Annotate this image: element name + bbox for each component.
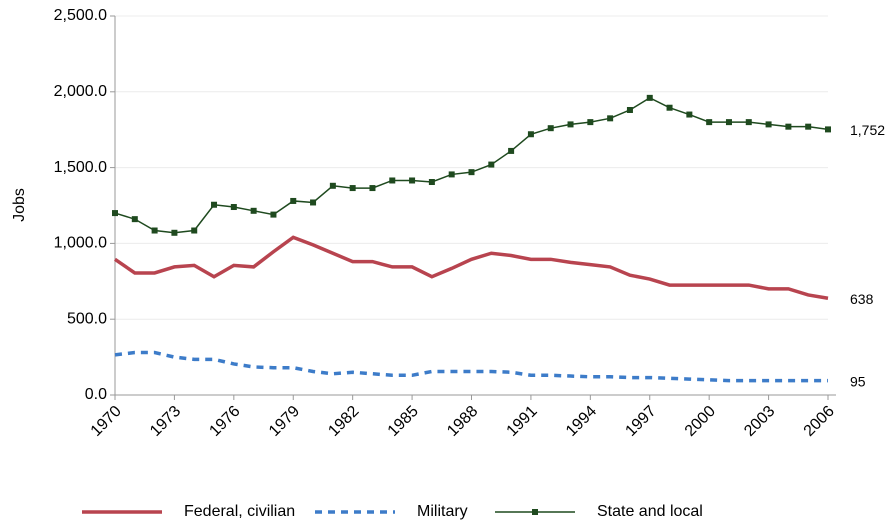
marker — [369, 185, 376, 192]
legend-marker — [532, 509, 538, 515]
marker — [428, 179, 435, 186]
y-tick-label: 0.0 — [85, 386, 107, 403]
marker — [626, 106, 633, 113]
y-tick-label: 500.0 — [67, 310, 107, 327]
y-axis-label: Jobs — [11, 188, 28, 222]
marker — [349, 185, 356, 192]
marker — [230, 204, 237, 211]
x-tick-label: 1988 — [444, 403, 481, 440]
end-label: 95 — [850, 373, 866, 389]
x-tick-label: 2003 — [741, 403, 778, 440]
y-tick-label: 1,500.0 — [54, 159, 107, 176]
x-tick-label: 2006 — [801, 403, 838, 440]
series-line — [114, 350, 828, 383]
marker — [706, 119, 713, 126]
marker — [151, 227, 158, 234]
y-tick-label: 2,500.0 — [54, 7, 107, 24]
marker — [389, 177, 396, 184]
x-tick-label: 1985 — [385, 403, 422, 440]
series-line — [114, 235, 829, 301]
marker — [745, 119, 752, 126]
marker — [825, 126, 831, 133]
x-tick-label: 1970 — [88, 403, 125, 440]
marker — [191, 227, 198, 234]
marker — [171, 229, 178, 236]
x-tick-label: 1994 — [563, 403, 600, 440]
x-tick-label: 1991 — [504, 403, 541, 440]
y-tick-label: 2,000.0 — [54, 83, 107, 100]
marker — [329, 182, 336, 189]
marker — [468, 169, 475, 176]
marker — [488, 161, 495, 168]
x-tick-label: 1979 — [266, 403, 303, 440]
x-tick-label: 1973 — [147, 403, 184, 440]
marker — [567, 121, 574, 128]
marker — [448, 171, 455, 178]
legend-label: State and local — [597, 503, 703, 520]
marker — [686, 111, 693, 118]
x-tick-label: 1997 — [622, 403, 659, 440]
end-label: 1,752 — [850, 122, 885, 138]
marker — [725, 119, 732, 126]
marker — [131, 216, 138, 223]
marker — [587, 119, 594, 126]
marker — [607, 115, 614, 122]
marker — [508, 147, 515, 154]
series-line — [114, 97, 829, 234]
marker — [310, 199, 317, 206]
marker — [646, 94, 653, 101]
legend-label: Military — [417, 503, 468, 520]
marker — [785, 123, 792, 130]
marker — [211, 201, 218, 208]
marker — [547, 125, 554, 132]
x-tick-label: 1982 — [325, 403, 362, 440]
marker — [112, 210, 118, 217]
x-tick-label: 1976 — [206, 403, 243, 440]
legend-label: Federal, civilian — [184, 503, 295, 520]
x-tick-label: 2000 — [682, 403, 719, 440]
marker — [666, 104, 673, 111]
y-tick-label: 1,000.0 — [54, 235, 107, 252]
marker — [290, 197, 297, 204]
marker — [250, 207, 257, 214]
marker — [527, 131, 534, 138]
end-label: 638 — [850, 291, 874, 307]
marker — [805, 123, 812, 130]
marker — [409, 177, 416, 184]
marker — [765, 121, 772, 128]
marker — [270, 211, 277, 218]
